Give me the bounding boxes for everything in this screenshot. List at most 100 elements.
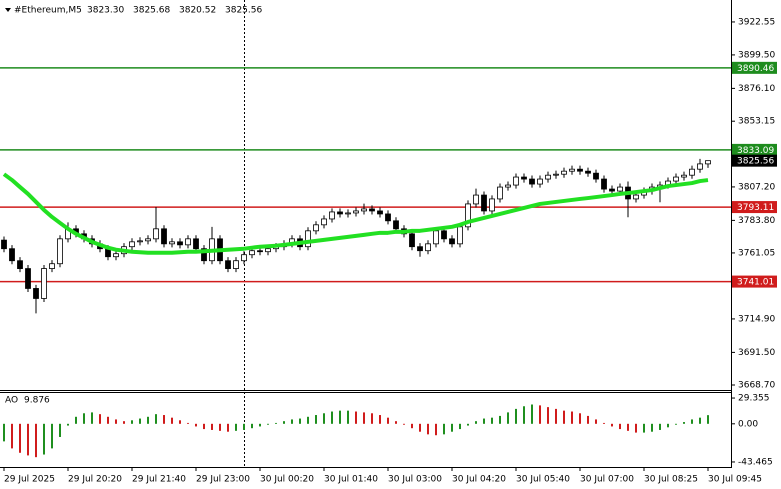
candle-body [553, 173, 559, 176]
x-tick-label: 30 Jul 00:20 [260, 475, 314, 485]
y-tick-label: 0.00 [738, 419, 758, 429]
candle-body [537, 178, 543, 185]
candle-body [689, 168, 695, 176]
candle-body [337, 211, 343, 215]
candle-body [409, 233, 415, 248]
header-value: 3825.56 [225, 6, 262, 16]
indicator-title: AO [5, 396, 18, 406]
candle-body [113, 253, 119, 258]
candle-body [449, 238, 455, 245]
candle-body [369, 208, 375, 212]
candle-body [417, 246, 423, 252]
x-tick-label: 30 Jul 03:00 [388, 475, 442, 485]
level-price-box [732, 61, 777, 74]
x-tick-label: 30 Jul 07:00 [580, 475, 634, 485]
candle-body [593, 172, 599, 180]
x-tick-label: 29 Jul 21:40 [132, 475, 186, 485]
y-tick-label: 3853.15 [738, 117, 775, 127]
x-tick-label: 30 Jul 05:40 [516, 475, 570, 485]
candle-body [1, 239, 7, 250]
moving-average [2, 172, 709, 255]
candle-body [17, 260, 23, 269]
x-tick-label: 30 Jul 01:40 [324, 475, 378, 485]
level-price-label: 3741.01 [737, 278, 774, 288]
candle-body [377, 210, 383, 215]
candle-body [697, 163, 703, 170]
candle-body [233, 260, 239, 269]
candle-body [129, 241, 135, 248]
candle-body [41, 268, 47, 299]
candle-body [425, 243, 431, 252]
candle-body [361, 208, 367, 212]
candle-body [481, 194, 487, 212]
candle-body [473, 194, 479, 205]
candle-body [241, 254, 247, 262]
candle-body [585, 170, 591, 174]
x-tick-label: 29 Jul 20:20 [68, 475, 122, 485]
candle-body [185, 238, 191, 246]
candle-body [137, 240, 143, 243]
y-tick-label: 3668.70 [738, 380, 775, 390]
candle-body [601, 178, 607, 190]
candle-body [465, 203, 471, 228]
candle-body [9, 248, 15, 262]
level-price-box [732, 143, 777, 156]
candle-body [513, 176, 519, 186]
candle-body [385, 213, 391, 222]
candle-body [169, 241, 175, 245]
candle-body [489, 198, 495, 212]
header-value: 3823.30 [87, 6, 124, 16]
candle-body [609, 188, 615, 192]
menu-arrow[interactable] [5, 8, 11, 12]
y-tick-label: 29.355 [738, 394, 770, 404]
candle-body [57, 238, 63, 265]
candle-body [313, 224, 319, 232]
candle-body [49, 263, 55, 269]
y-tick-label: 3876.10 [738, 84, 775, 94]
candle-body [393, 220, 399, 230]
candle-body [521, 176, 527, 180]
x-tick-label: 30 Jul 09:45 [708, 475, 762, 485]
level-price-label: 3793.11 [737, 203, 774, 213]
candle-body [305, 230, 311, 248]
candle-body [25, 268, 31, 289]
candle-body [153, 228, 159, 240]
candle-body [193, 238, 199, 250]
current-price-box [732, 154, 777, 167]
y-tick-label: 3714.90 [738, 314, 775, 324]
x-tick-label: 29 Jul 2025 [4, 475, 55, 485]
candle-body [617, 186, 623, 192]
level-price-label: 3890.46 [737, 64, 774, 74]
x-tick-label: 30 Jul 08:25 [644, 475, 698, 485]
candle-body [177, 241, 183, 246]
indicator-value: 9.876 [24, 396, 50, 406]
level-price-box [732, 275, 777, 288]
candle-body [497, 186, 503, 200]
current-price-label: 3825.56 [737, 157, 774, 167]
y-tick-label: 3783.80 [738, 216, 775, 226]
candle-body [561, 170, 567, 175]
y-tick-label: 3691.50 [738, 348, 775, 358]
header-value: 3825.68 [133, 6, 170, 16]
candle-body [33, 288, 39, 299]
level-price-label: 3833.09 [737, 146, 774, 156]
y-tick-label: 3807.20 [738, 182, 775, 192]
chart-title: #Ethereum,M5 [14, 6, 82, 16]
y-tick-label: 3761.05 [738, 248, 775, 258]
candle-body [457, 226, 463, 245]
candle-body [633, 194, 639, 200]
candle-body [353, 210, 359, 214]
candle-body [681, 174, 687, 178]
candle-body [505, 184, 511, 188]
candle-body [225, 260, 231, 269]
candle-body [569, 168, 575, 172]
candle-body [433, 230, 439, 245]
candle-body [201, 248, 207, 262]
candle-body [441, 230, 447, 240]
x-tick-label: 30 Jul 04:20 [452, 475, 506, 485]
candle-body [329, 211, 335, 220]
x-tick-label: 29 Jul 23:00 [196, 475, 250, 485]
candle-body [705, 160, 711, 165]
